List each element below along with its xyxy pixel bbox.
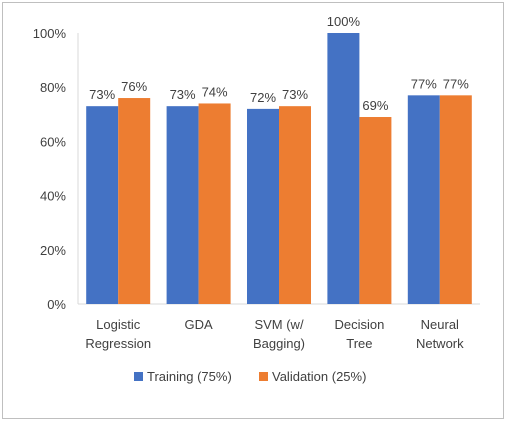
y-tick-label: 60% <box>40 134 66 149</box>
y-tick-label: 0% <box>47 297 66 312</box>
data-label: 73% <box>89 87 115 102</box>
data-label: 73% <box>170 87 196 102</box>
legend-label: Training (75%) <box>147 369 232 384</box>
bars <box>86 33 472 305</box>
category-label: Bagging) <box>253 336 305 351</box>
data-label: 77% <box>411 76 437 91</box>
bar-validation <box>359 117 392 304</box>
y-tick-label: 100% <box>33 26 67 41</box>
legend-swatch <box>134 372 143 381</box>
category-label: Neural <box>421 317 459 332</box>
data-label: 72% <box>250 90 276 105</box>
data-label: 77% <box>443 76 469 91</box>
bar-training <box>86 106 119 304</box>
bar-training <box>166 106 199 304</box>
bar-validation <box>118 98 151 304</box>
y-tick-label: 80% <box>40 80 66 95</box>
bar-validation <box>279 106 311 304</box>
category-label: Network <box>416 336 464 351</box>
legend-label: Validation (25%) <box>272 369 366 384</box>
y-tick-labels: 0% 20% 40% 60% 80% 100% <box>33 26 67 312</box>
bar-validation <box>198 103 231 305</box>
category-label: Regression <box>85 336 151 351</box>
legend: Training (75%) Validation (25%) <box>134 369 366 384</box>
bar-training <box>327 33 360 304</box>
data-label: 100% <box>327 14 361 29</box>
category-label: GDA <box>185 317 214 332</box>
data-label: 73% <box>282 87 308 102</box>
category-labels: Logistic Regression GDA SVM (w/Bagging) Deci… <box>85 317 464 351</box>
data-label: 76% <box>121 79 147 94</box>
category-label: SVM (w/ <box>254 317 304 332</box>
data-label: 74% <box>202 84 228 99</box>
bar-training <box>247 108 279 304</box>
legend-swatch <box>259 372 268 381</box>
data-labels: 73% 76% 73% 74% 72% 73% 100% 69% 77% 77% <box>89 14 469 113</box>
bar-training <box>407 95 440 304</box>
bar-validation <box>439 95 472 304</box>
category-label: Decision <box>334 317 384 332</box>
y-tick-label: 40% <box>40 189 66 204</box>
category-label: Logistic <box>96 317 141 332</box>
y-tick-label: 20% <box>40 243 66 258</box>
data-label: 69% <box>362 98 388 113</box>
category-label: Tree <box>346 336 372 351</box>
